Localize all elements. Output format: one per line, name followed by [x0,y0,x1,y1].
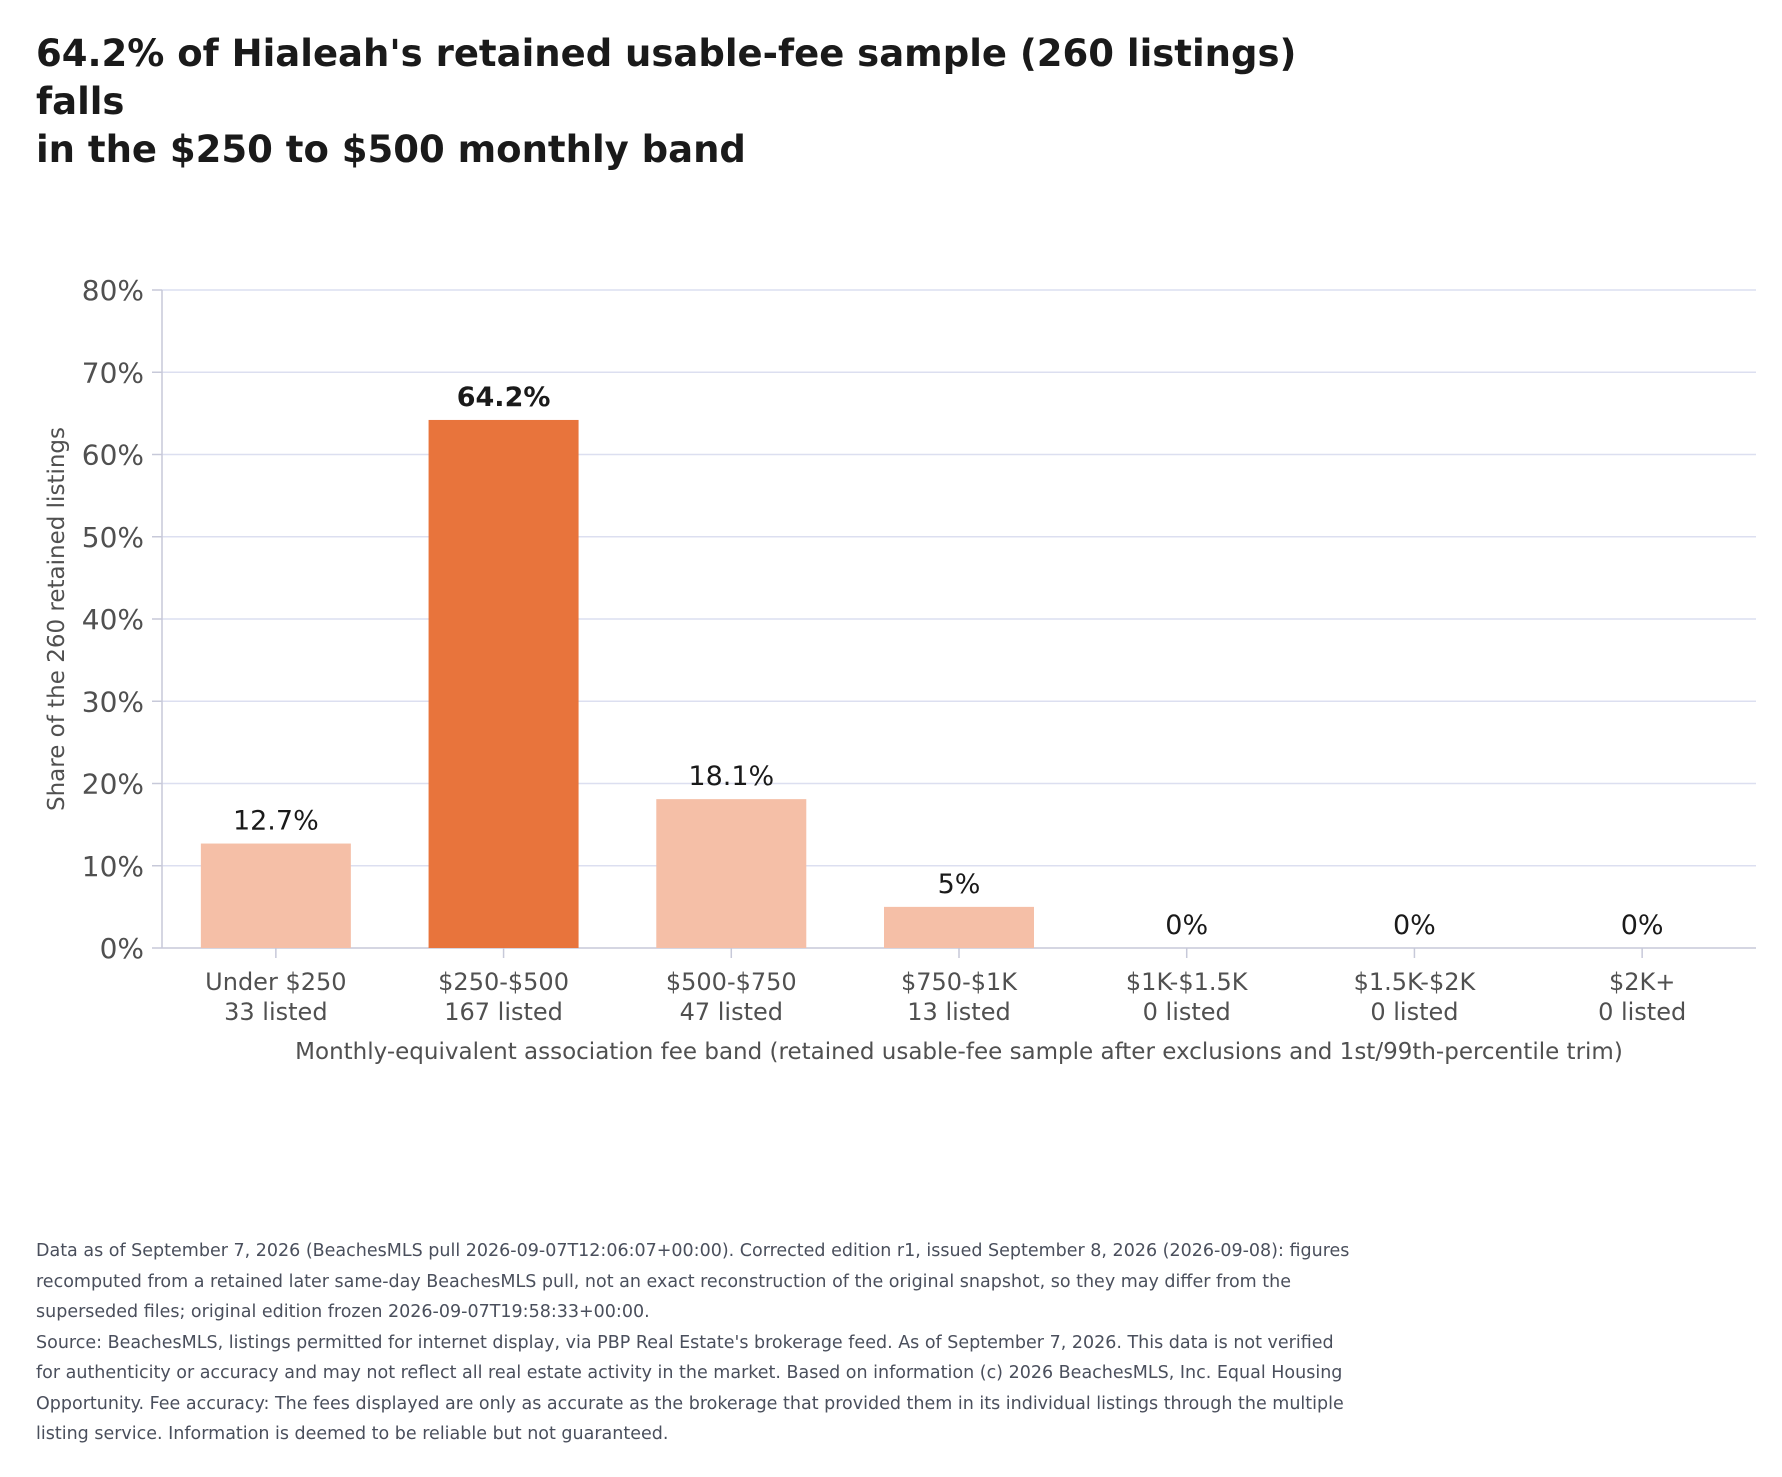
y-tick-label: 30% [82,685,144,718]
footnote-line-7: listing service. Information is deemed t… [36,1424,669,1444]
x-tick-label: $750-$1K [901,968,1018,996]
x-tick-count-label: 0 listed [1370,998,1458,1026]
x-tick-label: $250-$500 [438,968,569,996]
bar [656,799,807,948]
footnote-line-4: Source: BeachesMLS, listings permitted f… [36,1332,1334,1353]
y-axis-title: Share of the 260 retained listings [44,427,70,811]
bar-value-label: 0% [1621,910,1664,941]
x-tick-count-label: 13 listed [907,998,1010,1026]
x-tick-label: $1K-$1.5K [1126,968,1249,996]
bar-value-label: 0% [1165,910,1208,941]
footnote-line-6: Opportunity. Fee accuracy: The fees disp… [36,1393,1344,1414]
x-tick-count-label: 0 listed [1143,998,1231,1026]
bar-value-label: 0% [1393,910,1436,941]
y-tick-label: 80% [82,274,144,307]
y-tick-label: 50% [82,521,144,554]
bar [200,843,351,948]
bar [428,419,579,949]
chart-title-line-1: 64.2% of Hialeah's retained usable-fee s… [36,32,1297,123]
x-tick-label: Under $250 [205,968,346,996]
chart-title: 64.2% of Hialeah's retained usable-fee s… [36,30,1336,174]
x-tick-count-label: 0 listed [1598,998,1686,1026]
bar [884,906,1034,948]
x-axis-title: Monthly-equivalent association fee band … [295,1039,1623,1065]
bar-value-label: 5% [938,869,981,900]
x-tick-count-label: 33 listed [224,998,327,1026]
footnotes: Data as of September 7, 2026 (BeachesMLS… [36,1236,1416,1450]
y-tick-label: 20% [82,768,144,801]
y-tick-label: 40% [82,603,144,636]
x-tick-count-label: 47 listed [680,998,783,1026]
bar-value-label: 12.7% [233,806,319,837]
y-tick-label: 60% [82,439,144,472]
footnote-line-3: superseded files; original edition froze… [36,1302,650,1322]
y-tick-label: 10% [82,850,144,883]
y-tick-label: 70% [82,356,144,389]
footnote-line-5: for authenticity or accuracy and may not… [36,1363,1343,1383]
y-tick-label: 0% [100,932,144,965]
bar-value-label: 18.1% [688,761,774,792]
x-tick-count-label: 167 listed [444,998,563,1026]
x-tick-label: $2K+ [1609,968,1675,996]
bar-value-label: 64.2% [457,382,551,413]
x-tick-label: $1.5K-$2K [1354,968,1477,996]
bar-chart: 0% 10% 20% 30% 40% 50% 60% 70% 80% Share of the 2… [44,274,1756,1065]
footnote-line-2: recomputed from a retained later same-da… [36,1271,1291,1292]
x-tick-label: $500-$750 [666,968,797,996]
footnote-line-1: Data as of September 7, 2026 (BeachesMLS… [36,1241,1350,1261]
chart-title-line-2: in the $250 to $500 monthly band [36,128,746,171]
